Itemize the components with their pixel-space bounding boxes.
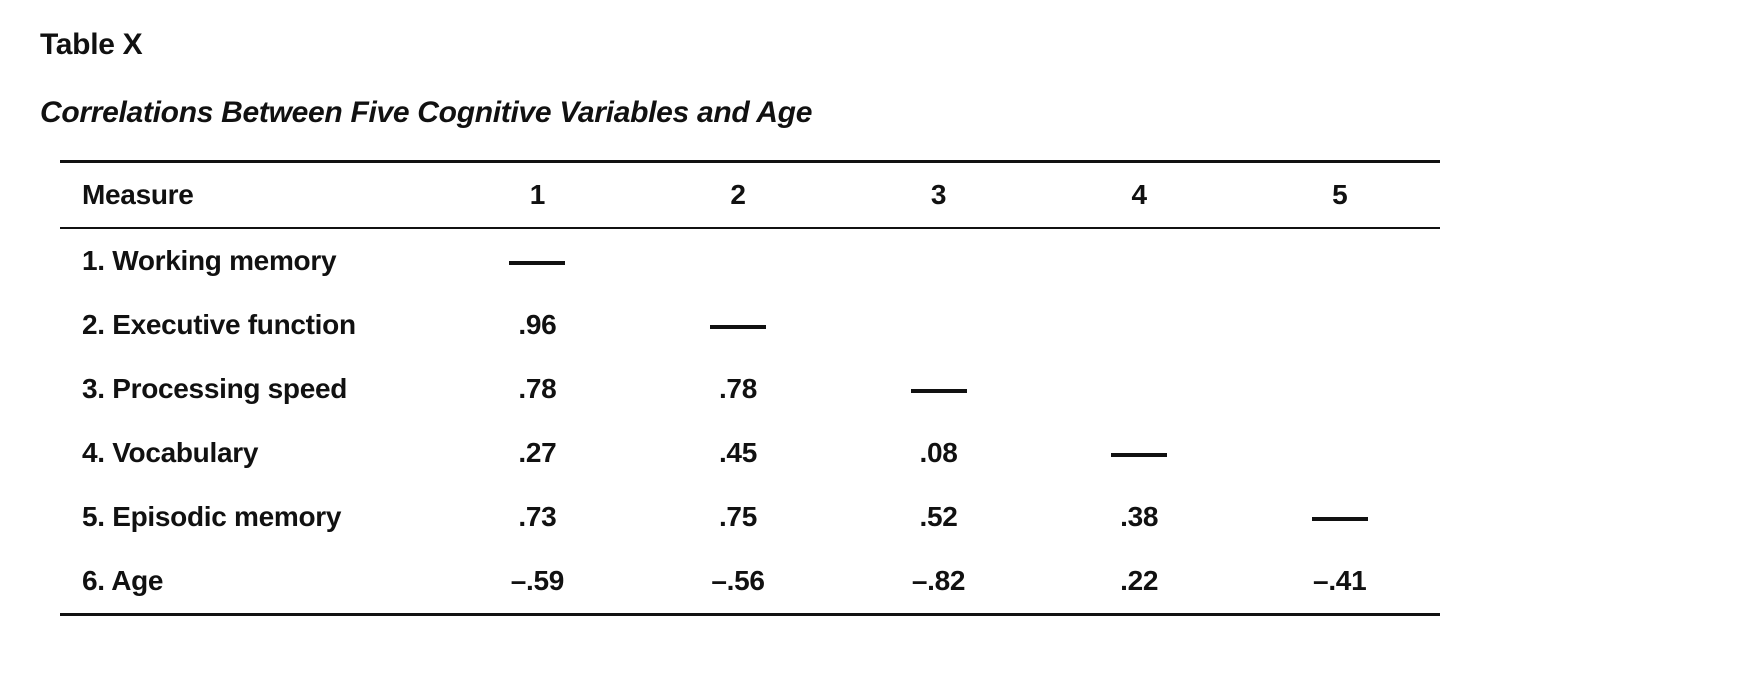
diagonal-dash-icon	[1111, 453, 1167, 457]
cell	[838, 357, 1039, 421]
cell	[1239, 357, 1440, 421]
cell	[1039, 293, 1240, 357]
cell: –.56	[638, 549, 839, 615]
cell	[437, 228, 638, 293]
col-header-5: 5	[1239, 162, 1440, 229]
table-row: 5. Episodic memory.73.75.52.38	[60, 485, 1440, 549]
cell	[1239, 293, 1440, 357]
table-title: Correlations Between Five Cognitive Vari…	[40, 96, 1710, 130]
cell: .38	[1039, 485, 1240, 549]
cell: .78	[638, 357, 839, 421]
row-label: 4. Vocabulary	[60, 421, 437, 485]
cell	[1039, 421, 1240, 485]
col-header-1: 1	[437, 162, 638, 229]
cell	[638, 228, 839, 293]
col-header-measure: Measure	[60, 162, 437, 229]
cell: .27	[437, 421, 638, 485]
correlation-table: Measure 1 2 3 4 5 1. Working memory2. Ex…	[60, 160, 1440, 616]
table-row: 3. Processing speed.78.78	[60, 357, 1440, 421]
row-label: 3. Processing speed	[60, 357, 437, 421]
table-row: 6. Age–.59–.56–.82.22–.41	[60, 549, 1440, 615]
row-label: 5. Episodic memory	[60, 485, 437, 549]
table-label: Table X	[40, 28, 1710, 62]
cell: .75	[638, 485, 839, 549]
row-label: 2. Executive function	[60, 293, 437, 357]
row-label: 1. Working memory	[60, 228, 437, 293]
cell: .73	[437, 485, 638, 549]
table-body: 1. Working memory2. Executive function.9…	[60, 228, 1440, 615]
cell	[838, 228, 1039, 293]
cell: .52	[838, 485, 1039, 549]
cell: .78	[437, 357, 638, 421]
cell	[1239, 485, 1440, 549]
cell	[1239, 228, 1440, 293]
col-header-4: 4	[1039, 162, 1240, 229]
table-row: 2. Executive function.96	[60, 293, 1440, 357]
cell: –.59	[437, 549, 638, 615]
row-label: 6. Age	[60, 549, 437, 615]
cell: –.82	[838, 549, 1039, 615]
cell: .08	[838, 421, 1039, 485]
col-header-2: 2	[638, 162, 839, 229]
diagonal-dash-icon	[509, 261, 565, 265]
table-header-row: Measure 1 2 3 4 5	[60, 162, 1440, 229]
cell: .22	[1039, 549, 1240, 615]
diagonal-dash-icon	[911, 389, 967, 393]
cell	[638, 293, 839, 357]
table-row: 1. Working memory	[60, 228, 1440, 293]
cell: –.41	[1239, 549, 1440, 615]
cell	[1239, 421, 1440, 485]
cell	[1039, 357, 1240, 421]
cell: .96	[437, 293, 638, 357]
diagonal-dash-icon	[710, 325, 766, 329]
table-row: 4. Vocabulary.27.45.08	[60, 421, 1440, 485]
cell	[1039, 228, 1240, 293]
cell	[838, 293, 1039, 357]
cell: .45	[638, 421, 839, 485]
col-header-3: 3	[838, 162, 1039, 229]
diagonal-dash-icon	[1312, 517, 1368, 521]
